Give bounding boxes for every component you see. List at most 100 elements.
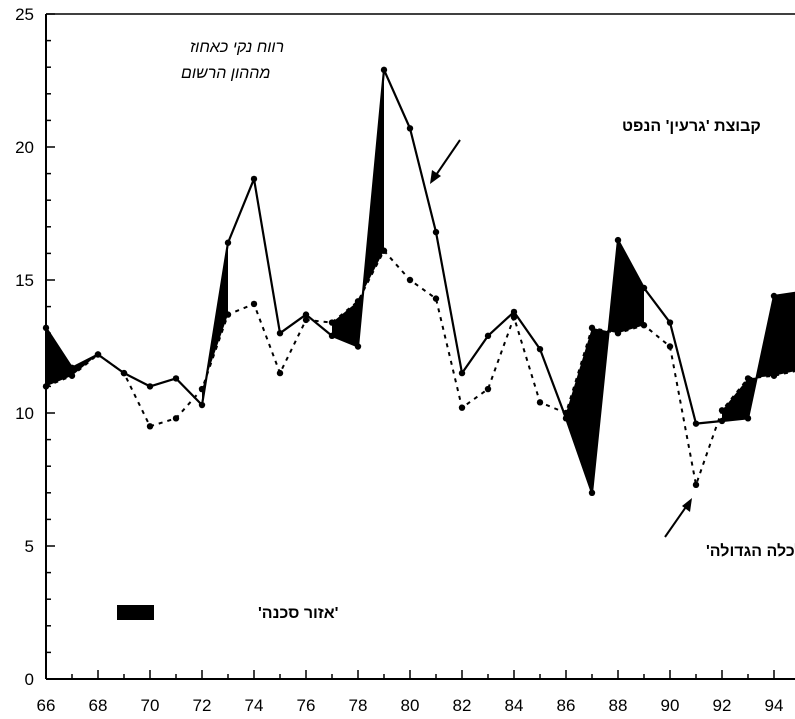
- series-lines: [45, 68, 795, 494]
- point-oil-core: [718, 417, 726, 425]
- x-tick-label: 92: [713, 696, 732, 715]
- point-big-economy: [458, 404, 466, 411]
- point-big-economy: [536, 399, 544, 406]
- point-big-economy: [146, 423, 154, 430]
- y-note-line1: רווח נקי כאחוז: [190, 39, 284, 56]
- point-oil-core: [562, 415, 570, 422]
- x-tick-label: 86: [557, 696, 576, 715]
- point-oil-core: [536, 345, 544, 353]
- point-oil-core: [640, 284, 648, 292]
- x-tick-label: 78: [349, 696, 368, 715]
- x-ticks: 66 68 70 72 74 76 78 80 82 84 86 88 90 92 94: [37, 670, 784, 715]
- point-big-economy: [250, 300, 258, 308]
- y-tick-label: 10: [15, 404, 34, 423]
- series-label-big-economy: ה'כלכלה הגדולה': [706, 542, 795, 560]
- series-line-big-economy: [45, 249, 795, 486]
- point-oil-core: [172, 375, 180, 382]
- point-big-economy: [198, 385, 206, 393]
- point-oil-core: [302, 311, 310, 318]
- point-oil-core: [198, 401, 206, 409]
- danger-zone-region: [722, 292, 795, 421]
- point-big-economy: [328, 319, 336, 326]
- point-big-economy: [224, 311, 232, 318]
- point-big-economy: [94, 351, 102, 358]
- point-oil-core: [484, 332, 492, 340]
- arrowhead-big-economy: [682, 498, 692, 512]
- x-tick-label: 94: [765, 696, 784, 715]
- point-big-economy: [744, 375, 752, 382]
- point-big-economy: [172, 415, 180, 422]
- danger-zone-region: [566, 240, 644, 493]
- x-tick-label: 68: [89, 696, 108, 715]
- point-oil-core: [224, 239, 232, 246]
- point-oil-core: [458, 369, 466, 377]
- x-tick-label: 88: [609, 696, 628, 715]
- axes: [45, 13, 795, 680]
- danger-zone-region: [332, 69, 384, 347]
- point-oil-core: [510, 308, 518, 316]
- point-oil-core: [432, 228, 440, 236]
- legend-label-danger-zone: 'אזור סכנה': [258, 605, 338, 622]
- point-oil-core: [42, 324, 50, 332]
- series-label-oil-core: קבוצת 'גרעין' הנפט: [622, 118, 761, 135]
- point-oil-core: [146, 383, 154, 390]
- point-oil-core: [354, 343, 362, 350]
- x-tick-label: 72: [193, 696, 212, 715]
- x-tick-label: 82: [453, 696, 472, 715]
- point-oil-core: [588, 489, 596, 496]
- point-big-economy: [120, 369, 128, 377]
- x-tick-label: 84: [505, 696, 524, 715]
- series-arrow-oil-core: [433, 139, 461, 179]
- point-big-economy: [692, 481, 700, 489]
- x-tick-label: 80: [401, 696, 420, 715]
- y-ticks: 0 5 10 15 20 25: [15, 5, 55, 689]
- point-big-economy: [562, 409, 570, 417]
- danger-zone-region: [46, 327, 98, 387]
- point-big-economy: [406, 276, 414, 284]
- point-big-economy: [510, 314, 518, 321]
- danger-zones: [46, 69, 795, 493]
- point-big-economy: [432, 295, 440, 302]
- point-big-economy: [484, 385, 492, 393]
- arrowhead-oil-core: [430, 170, 441, 184]
- point-big-economy: [42, 383, 50, 390]
- series-line-oil-core: [45, 68, 795, 494]
- point-big-economy: [354, 298, 362, 305]
- x-tick-label: 76: [297, 696, 316, 715]
- legend-swatch-danger-zone: [117, 605, 154, 620]
- x-tick-label: 70: [141, 696, 160, 715]
- y-tick-label: 5: [25, 537, 34, 556]
- point-big-economy: [588, 324, 596, 332]
- point-big-economy: [302, 316, 310, 324]
- point-oil-core: [614, 236, 622, 244]
- point-big-economy: [770, 372, 778, 379]
- x-tick-label: 66: [37, 696, 56, 715]
- point-oil-core: [744, 415, 752, 422]
- point-big-economy: [276, 369, 284, 377]
- point-oil-core: [770, 292, 778, 300]
- point-big-economy: [68, 372, 76, 379]
- point-oil-core: [328, 332, 336, 340]
- point-oil-core: [68, 364, 76, 371]
- series-arrow-big-economy: [664, 503, 689, 538]
- point-big-economy: [718, 407, 726, 414]
- series-points: [42, 66, 778, 496]
- point-oil-core: [692, 420, 700, 427]
- x-tick-label: 90: [661, 696, 680, 715]
- x-tick-label: 74: [245, 696, 264, 715]
- point-oil-core: [666, 319, 674, 326]
- point-big-economy: [640, 322, 648, 329]
- y-tick-label: 0: [25, 670, 34, 689]
- point-oil-core: [276, 330, 284, 337]
- point-big-economy: [666, 343, 674, 350]
- point-big-economy: [614, 330, 622, 337]
- y-tick-label: 15: [15, 271, 34, 290]
- point-oil-core: [380, 66, 388, 74]
- y-tick-label: 20: [15, 138, 34, 157]
- point-oil-core: [406, 125, 414, 132]
- y-note-line2: מההון הרשום: [181, 65, 270, 82]
- danger-zone-region: [202, 242, 228, 406]
- point-big-economy: [380, 247, 388, 254]
- y-tick-label: 25: [15, 5, 34, 24]
